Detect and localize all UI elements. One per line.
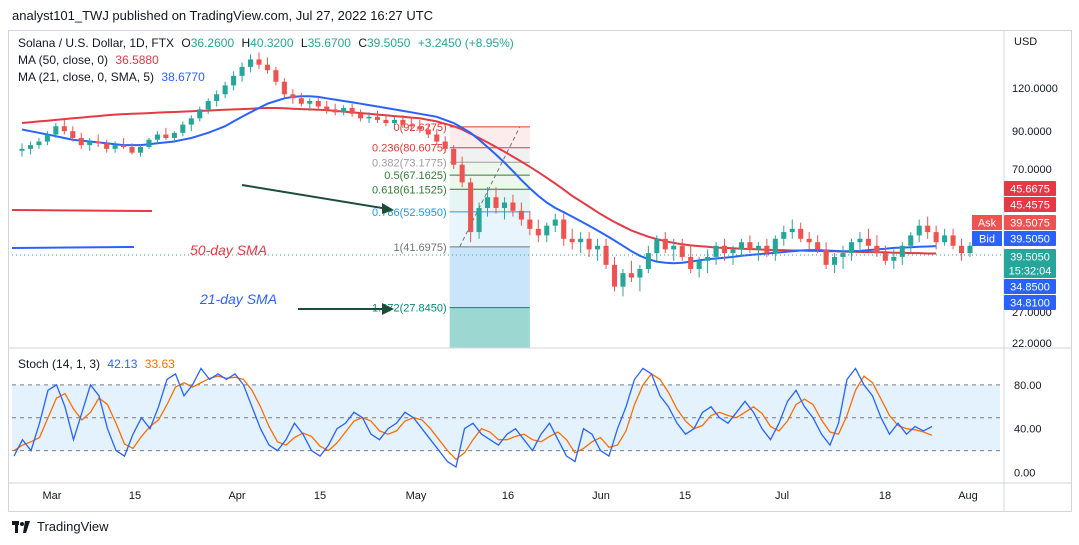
stoch-legend[interactable]: Stoch (14, 1, 3) 42.13 33.63 bbox=[18, 357, 179, 371]
footer bbox=[0, 514, 1079, 545]
ohlc-change: +3.2450 (+8.95%) bbox=[417, 36, 514, 50]
ma21-label: MA (21, close, 0, SMA, 5) bbox=[18, 70, 155, 84]
ma21-legend[interactable]: MA (21, close, 0, SMA, 5) 38.6770 bbox=[18, 70, 209, 84]
main-legend: Solana / U.S. Dollar, 1D, FTX O36.2600 H… bbox=[18, 36, 518, 50]
stoch-label: Stoch (14, 1, 3) bbox=[18, 357, 101, 371]
tradingview-logo[interactable]: TradingView bbox=[12, 519, 109, 534]
ma50-label: MA (50, close, 0) bbox=[18, 53, 109, 67]
publisher-text: analyst101_TWJ published on TradingView.… bbox=[12, 8, 434, 23]
ohlc-open: O36.2600 bbox=[181, 36, 235, 50]
publish-header: analyst101_TWJ published on TradingView.… bbox=[0, 0, 1079, 30]
symbol-title[interactable]: Solana / U.S. Dollar, 1D, FTX bbox=[18, 36, 175, 50]
ohlc-low: L35.6700 bbox=[300, 36, 351, 50]
ma50-legend[interactable]: MA (50, close, 0) 36.5880 bbox=[18, 53, 163, 67]
ohlc-close: C39.5050 bbox=[358, 36, 411, 50]
ma21-value: 38.6770 bbox=[161, 70, 205, 84]
tradingview-logo-icon bbox=[12, 520, 30, 533]
stoch-d-value: 33.63 bbox=[144, 357, 175, 371]
ma50-value: 36.5880 bbox=[115, 53, 159, 67]
stoch-k-value: 42.13 bbox=[107, 357, 138, 371]
chart-frame bbox=[8, 30, 1072, 512]
tradingview-logo-text: TradingView bbox=[37, 519, 109, 534]
ohlc-high: H40.3200 bbox=[241, 36, 294, 50]
